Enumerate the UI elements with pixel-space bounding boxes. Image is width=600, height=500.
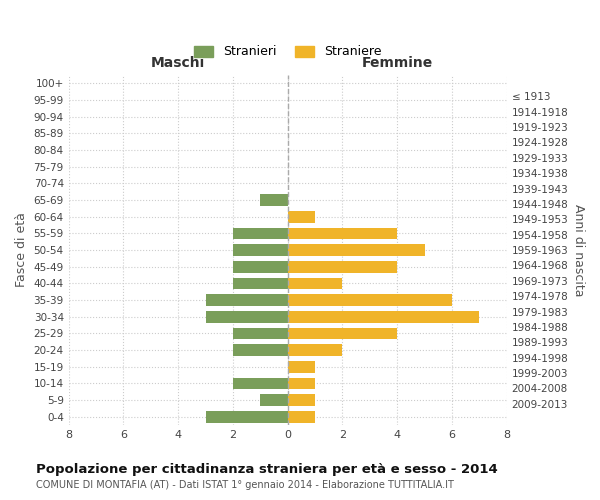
- Text: Femmine: Femmine: [362, 56, 433, 70]
- Bar: [287, 228, 397, 239]
- Bar: [287, 394, 315, 406]
- Bar: [233, 378, 287, 390]
- Bar: [287, 328, 397, 340]
- Bar: [260, 194, 287, 206]
- Bar: [233, 244, 287, 256]
- Bar: [233, 328, 287, 340]
- Bar: [287, 261, 397, 272]
- Bar: [287, 411, 315, 422]
- Bar: [287, 294, 452, 306]
- Bar: [260, 394, 287, 406]
- Legend: Stranieri, Straniere: Stranieri, Straniere: [188, 39, 388, 64]
- Y-axis label: Fasce di età: Fasce di età: [15, 212, 28, 288]
- Text: Popolazione per cittadinanza straniera per età e sesso - 2014: Popolazione per cittadinanza straniera p…: [36, 462, 498, 475]
- Bar: [287, 211, 315, 222]
- Bar: [233, 278, 287, 289]
- Bar: [206, 294, 287, 306]
- Bar: [206, 311, 287, 322]
- Y-axis label: Anni di nascita: Anni di nascita: [572, 204, 585, 296]
- Bar: [287, 361, 315, 372]
- Bar: [233, 344, 287, 356]
- Bar: [287, 311, 479, 322]
- Bar: [287, 344, 343, 356]
- Bar: [233, 228, 287, 239]
- Bar: [287, 378, 315, 390]
- Bar: [206, 411, 287, 422]
- Bar: [287, 278, 343, 289]
- Text: Maschi: Maschi: [151, 56, 205, 70]
- Bar: [233, 261, 287, 272]
- Text: COMUNE DI MONTAFIA (AT) - Dati ISTAT 1° gennaio 2014 - Elaborazione TUTTITALIA.I: COMUNE DI MONTAFIA (AT) - Dati ISTAT 1° …: [36, 480, 454, 490]
- Bar: [287, 244, 425, 256]
